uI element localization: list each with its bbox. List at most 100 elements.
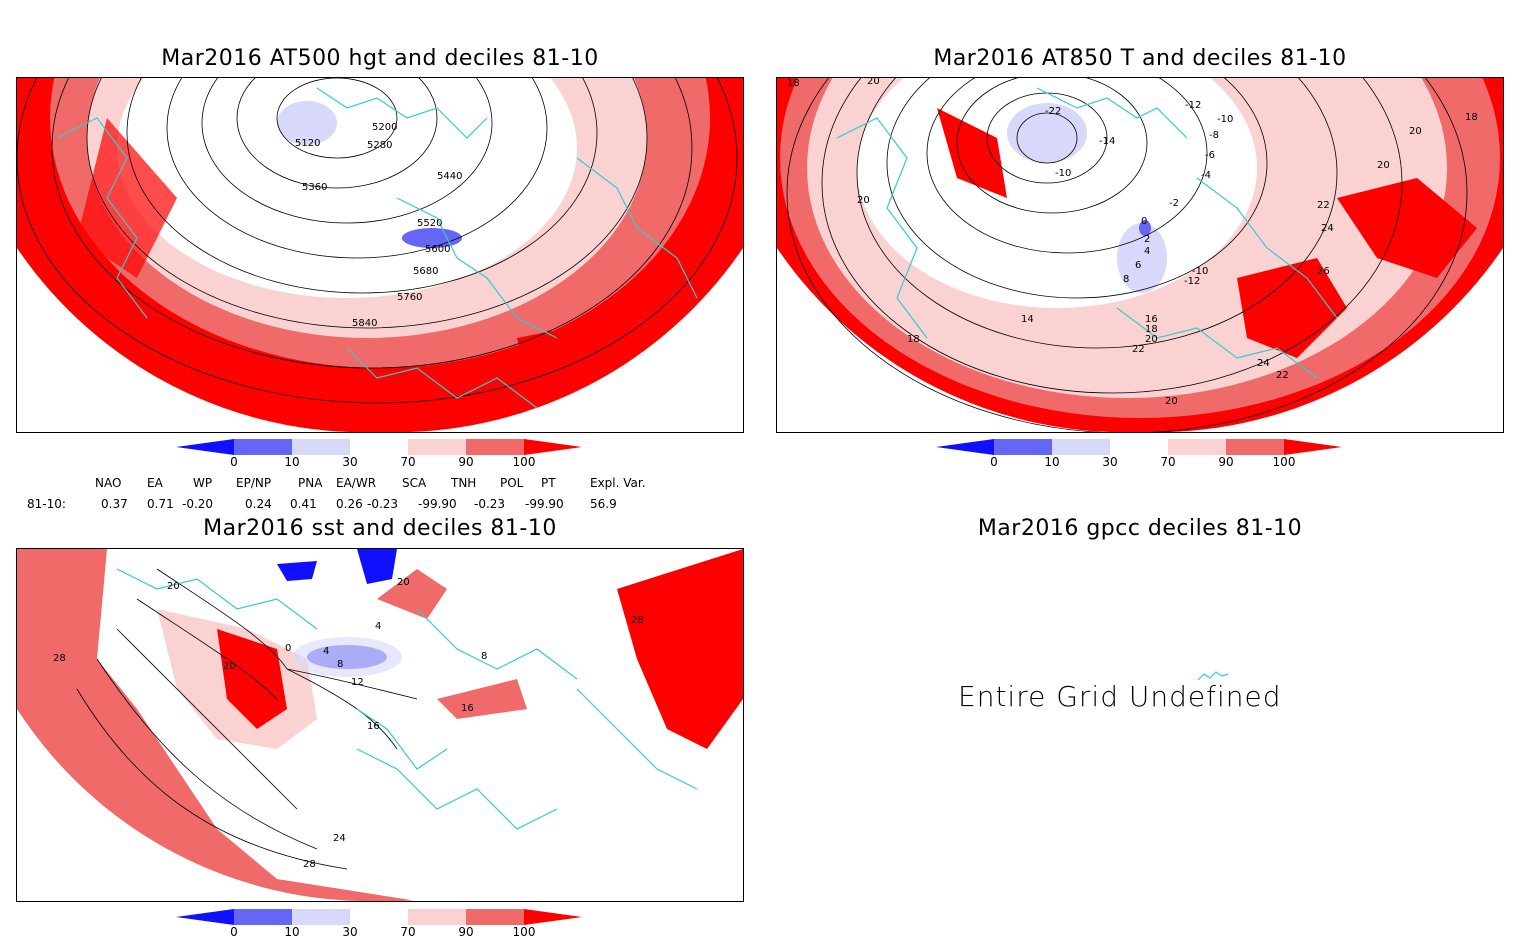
contour-label: 14 [1021,314,1034,325]
contour-label: 26 [1317,266,1330,277]
contour-label: 8 [481,651,487,662]
contour-label: 20 [1377,160,1390,171]
contour-label: 18 [907,334,920,345]
contour-label: -6 [1205,150,1215,161]
contour-label: 5520 [417,218,442,229]
contour-label: 16 [1145,314,1158,325]
contour-label: 2 [1144,234,1150,245]
contour-label: 5680 [413,266,438,277]
small-coast-fragment [1197,671,1229,681]
contour-label: 20 [397,577,410,588]
panel2-colorbar: 0 10 30 70 90 100 [936,439,1356,479]
contour-label: 20 [167,581,180,592]
panel3-title: Mar2016 sst and deciles 81-10 [203,516,557,541]
contour-label: 20 [1145,334,1158,345]
contour-label: -2 [1169,198,1179,209]
index-value: 0.37 [101,497,128,511]
contour-label: 5280 [367,140,392,151]
index-value: -99.90 [525,497,564,511]
index-header: SCA [402,476,427,490]
index-header: EA/WR [336,476,377,490]
colorbar-tick: 100 [512,925,536,939]
contour-label: -14 [1099,136,1115,147]
contour-label: -12 [1185,100,1201,111]
panel3-colorbar: 0 10 30 70 90 100 [176,909,596,949]
contour-label: -10 [1217,114,1233,125]
colorbar-tick: 0 [230,925,238,939]
colorbar-tick: 0 [230,455,238,469]
panel1-map: 5120 5200 5280 5360 5440 5520 5600 5680 … [16,77,744,433]
index-value: 0.71 [147,497,174,511]
contour-label: 20 [1165,396,1178,407]
contour-label: 22 [1317,200,1330,211]
contour-label: 18 [1145,324,1158,335]
index-value: -0.20 [182,497,214,511]
colorbar-tick: 90 [1218,455,1234,469]
contour-label: 4 [323,646,329,657]
contour-label: 8 [1123,274,1129,285]
contour-label: 5360 [302,182,327,193]
contour-label: 0 [285,643,291,654]
contour-label: 16 [367,721,380,732]
panel4-title: Mar2016 gpcc deciles 81-10 [977,516,1303,541]
index-value: 0.24 [245,497,272,511]
index-value: -0.23 [367,497,399,511]
index-header: WP [193,476,213,490]
contour-label: 5600 [425,244,450,255]
contour-label: 28 [53,653,66,664]
contour-label: 20 [1409,126,1422,137]
contour-label: 20 [223,661,236,672]
panel2-map: 18 20 20 20 -2 2 -14 -10 -12 -10 -8 -6 -4… [776,77,1504,433]
contour-label: 24 [1321,223,1334,234]
panel1-title: Mar2016 AT500 hgt and deciles 81-10 [161,46,599,71]
contour-label: 5840 [352,318,377,329]
contour-label: 5200 [372,122,397,133]
contour-label: 12 [351,677,364,688]
colorbar-tick: 90 [458,455,474,469]
contour-label: 18 [787,78,800,89]
contour-label: 16 [461,703,474,714]
contour-label: 22 [1276,370,1289,381]
contour-label: 5120 [295,138,320,149]
colorbar-tick: 10 [1044,455,1060,469]
index-value: -99.90 [418,497,457,511]
contour-label: 22 [1132,344,1145,355]
colorbar-tick: 70 [400,455,416,469]
contour-label: 20 [867,78,880,87]
colorbar-tick: 70 [1160,455,1176,469]
index-row-label: 81-10: [27,497,66,511]
index-header: NAO [95,476,122,490]
index-value: -0.23 [474,497,506,511]
contour-label: -8 [1209,130,1219,141]
colorbar-tick: 10 [284,455,300,469]
contour-label: 6 [1135,260,1141,271]
index-header: Expl. Var. [590,476,646,490]
colorbar-tick: 100 [1272,455,1296,469]
contour-label: 28 [631,615,644,626]
index-header: POL [500,476,524,490]
contour-label: 20 [857,195,870,206]
index-header: EA [147,476,163,490]
contour-label: -10 [1192,266,1208,277]
undefined-grid-message: Entire Grid Undefined [958,680,1282,713]
index-value: 56.9 [590,497,617,511]
index-value: 0.41 [290,497,317,511]
contour-label: 4 [1144,246,1150,257]
colorbar-tick: 30 [342,455,358,469]
contour-label: -4 [1201,170,1211,181]
index-header: TNH [451,476,477,490]
index-header: EP/NP [236,476,272,490]
panel3-map: 20 28 20 0 4 8 12 16 20 24 28 4 8 16 28 [16,548,744,902]
contour-label: 28 [303,859,316,870]
colorbar-tick: 70 [400,925,416,939]
panel2-title: Mar2016 AT850 T and deciles 81-10 [933,46,1347,71]
contour-label: 24 [1257,358,1270,369]
colorbar-tick: 90 [458,925,474,939]
colorbar-tick: 0 [990,455,998,469]
contour-label: 8 [337,659,343,670]
index-value: 0.26 [336,497,363,511]
contour-label: -10 [1055,168,1071,179]
colorbar-tick: 10 [284,925,300,939]
colorbar-tick: 30 [342,925,358,939]
colorbar-tick: 30 [1102,455,1118,469]
